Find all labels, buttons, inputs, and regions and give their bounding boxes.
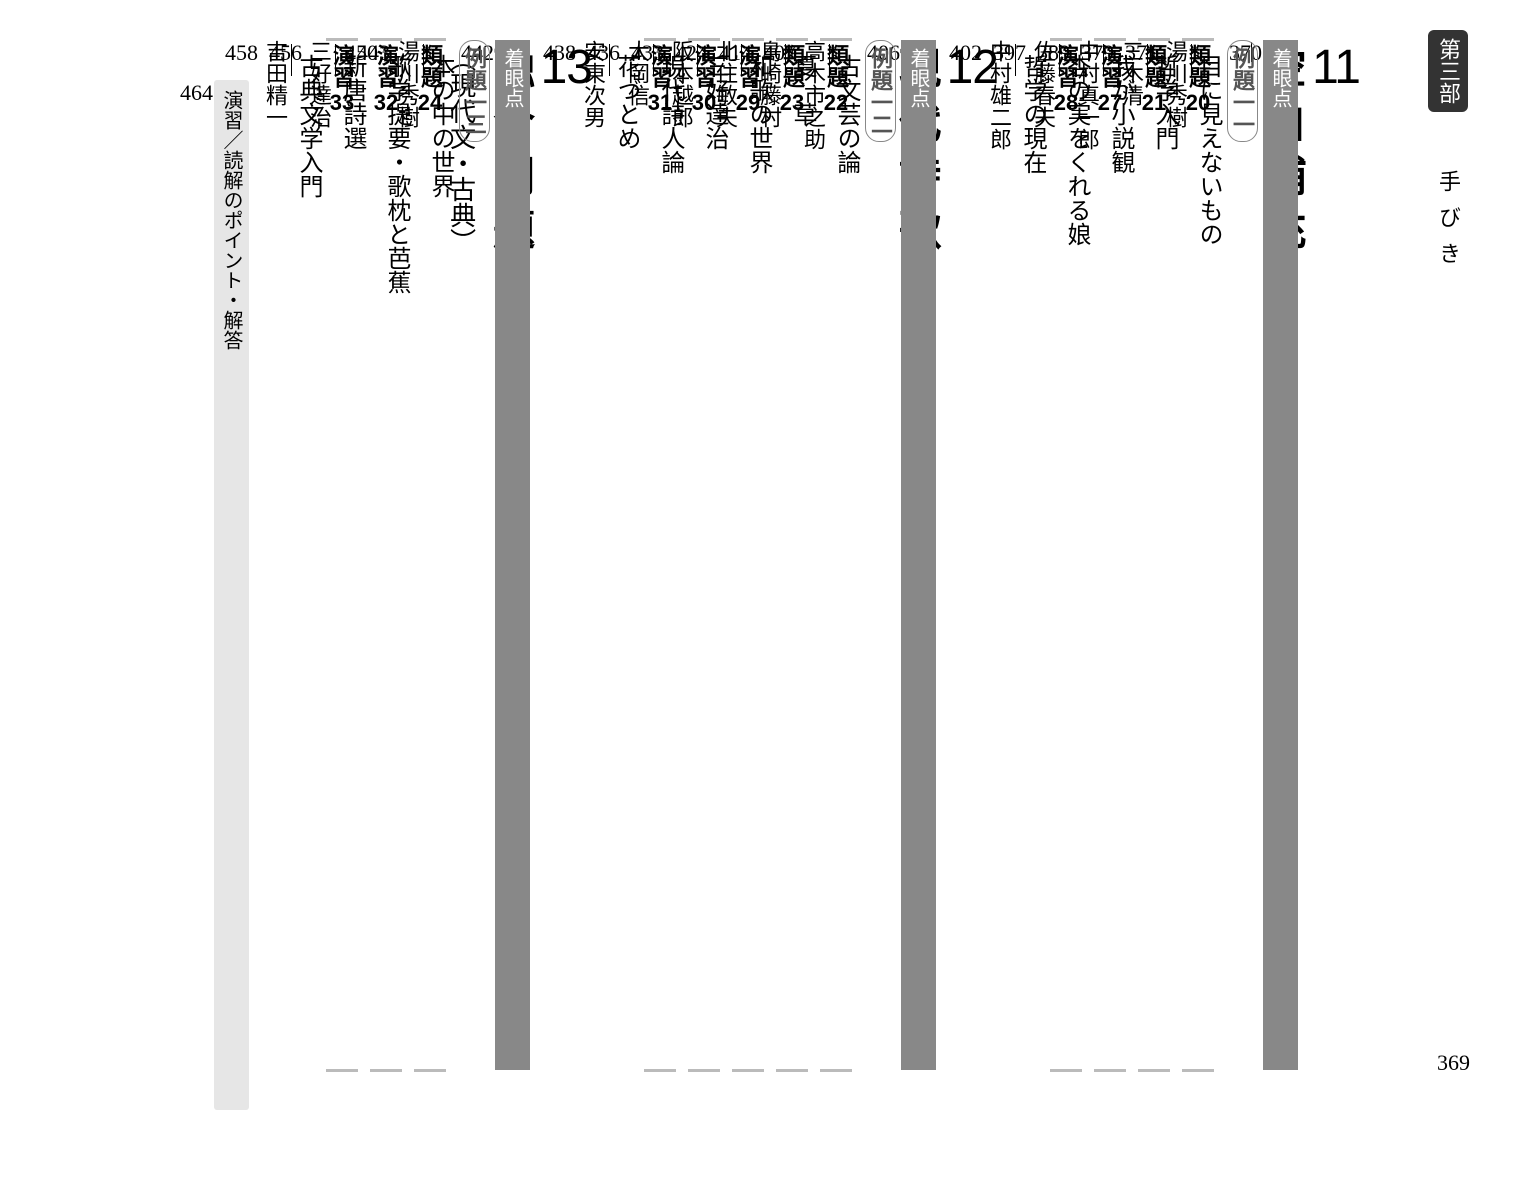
- entry-author: 吉田精一: [259, 40, 291, 1070]
- toc-column: 演習27杏の実をくれる娘佐藤春夫397: [1082, 40, 1126, 1070]
- toc-column: 例題一二古文芸の論高木市之助407: [852, 40, 896, 1070]
- ruidai-label: 類題22: [820, 40, 852, 1070]
- reidai-label: 例題一一: [1226, 40, 1258, 1070]
- toc-column: 例題一三本の中の世界湯川秀樹443: [446, 40, 490, 1070]
- toc-column: 12現代詩歌: [936, 40, 998, 1070]
- toc-column: 類題20哲学入門三木清379: [1170, 40, 1214, 1070]
- ruidai-label: 類題21: [1138, 40, 1170, 1070]
- tebiki-label: 手びき: [1432, 170, 1464, 278]
- reidai-label: 例題一二: [864, 40, 896, 1070]
- toc-column: 類題22夏 草島崎藤村414: [808, 40, 852, 1070]
- toc-column: 類題24歌学提要・歌枕と芭蕉450: [402, 40, 446, 1070]
- enshu-label: 演習32: [370, 40, 402, 1070]
- reidai-label: 例題一三: [458, 40, 490, 1070]
- section-number: 13: [541, 40, 592, 1070]
- ruidai-label: 類題23: [776, 40, 808, 1070]
- toc-column: 着眼点406: [896, 40, 936, 1070]
- toc-column: 例題一一目に見えないもの湯川秀樹371: [1214, 40, 1258, 1070]
- enshu-label: 演習31: [644, 40, 676, 1070]
- toc-column: 類題23和歌の世界北住敏夫424: [764, 40, 808, 1070]
- entry-title: 花づとめ: [609, 54, 644, 1070]
- section-number: 11: [1312, 40, 1360, 1070]
- toc-column: 演習32新唐詩選三好達治456: [358, 40, 402, 1070]
- focus-tag: 着眼点: [1263, 40, 1298, 1070]
- toc-column: 着眼点442: [490, 40, 530, 1070]
- toc-column: 着眼点370: [1258, 40, 1298, 1070]
- toc-column: 演習31花づとめ安東次男438: [632, 40, 676, 1070]
- focus-tag: 着眼点: [901, 40, 936, 1070]
- footer-page: 464: [180, 80, 213, 1110]
- ruidai-label: 類題20: [1182, 40, 1214, 1070]
- toc-column: 類題21我が小説観中村真一郎389: [1126, 40, 1170, 1070]
- entry-title: 古典文学入門: [291, 54, 326, 1070]
- enshu-label: 演習30: [688, 40, 720, 1070]
- section-number: 12: [947, 40, 998, 1070]
- tebiki-text: 手びき: [1436, 170, 1461, 278]
- toc-column: 13融合問題（現代文・古典）: [530, 40, 592, 1070]
- enshu-label: 演習29: [732, 40, 764, 1070]
- enshu-label: 演習27: [1094, 40, 1126, 1070]
- focus-tag: 着眼点: [495, 40, 530, 1070]
- ruidai-label: 類題24: [414, 40, 446, 1070]
- entry-title: 哲学の現在: [1015, 54, 1050, 1070]
- footer-label: 演習／読解のポイント・解答: [214, 80, 249, 1110]
- enshu-label: 演習33: [326, 40, 358, 1070]
- part-tab: 第三部: [1428, 30, 1468, 112]
- toc-column: 演習33古典文学入門吉田精一458: [314, 40, 358, 1070]
- tebiki-page: 369: [1437, 1050, 1470, 1076]
- toc-column: 演習30現代詩人論大岡信436: [676, 40, 720, 1070]
- toc-column: 演習29三好達治阪本越郎433: [720, 40, 764, 1070]
- enshu-label: 演習28: [1050, 40, 1082, 1070]
- toc-column: 演習28哲学の現在中村雄二郎402: [1038, 40, 1082, 1070]
- toc-column: 11空白補充: [1298, 40, 1360, 1070]
